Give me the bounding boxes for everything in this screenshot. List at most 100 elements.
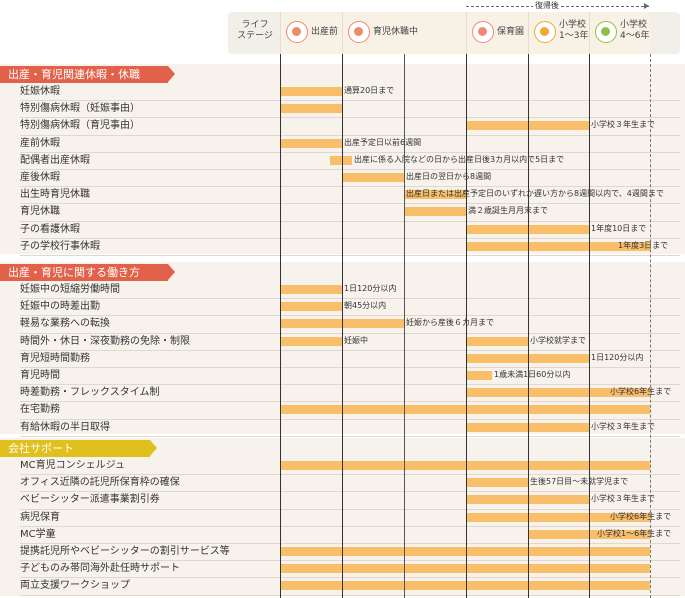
row-note: 出産日または出産予定日のいずれか遅い方から8週間以内で、4週間まで <box>406 189 664 199</box>
book-icon <box>595 21 617 43</box>
period-bar <box>466 422 589 432</box>
period-bar <box>404 190 466 200</box>
row-label: 出生時育児休職 <box>20 189 90 201</box>
stage-divider-line <box>466 54 467 598</box>
childcare-icon-glyph <box>354 27 363 36</box>
row-divider <box>20 117 680 119</box>
period-bar <box>330 155 352 165</box>
childcare-icon <box>348 21 370 43</box>
row-divider <box>20 560 680 562</box>
row-divider <box>20 220 680 222</box>
period-bar <box>280 104 342 114</box>
row-divider <box>20 594 680 596</box>
row-divider <box>20 315 680 317</box>
row-note: 出産に係る入院などの日から出産日後3カ月以内で5日まで <box>354 154 565 164</box>
row-divider <box>20 418 680 420</box>
row-note: 妊娠中 <box>344 335 368 345</box>
period-bar <box>280 564 650 574</box>
row-note: 小学校３年生まで <box>591 421 655 431</box>
row-note: 1年度3日まで <box>618 240 669 250</box>
row-label: 子の看護休暇 <box>20 223 80 235</box>
row-divider <box>20 255 680 256</box>
book-icon-glyph <box>601 27 610 36</box>
row-divider <box>20 525 680 527</box>
stage-end-line <box>650 54 651 598</box>
row-note: 朝45分以内 <box>344 301 387 311</box>
period-bar <box>280 138 342 148</box>
row-divider <box>20 401 680 403</box>
row-label: 産後休暇 <box>20 172 60 183</box>
period-bar <box>466 353 589 363</box>
row-note-2: 小学校就学まで <box>530 335 586 345</box>
row-label: 子どものみ帯同海外赴任時サポート <box>20 563 180 575</box>
row-label: 育児休職 <box>20 206 60 218</box>
stage-divider-line <box>589 54 590 598</box>
period-bar <box>466 371 492 380</box>
pregnancy-icon-glyph <box>292 27 301 36</box>
period-bar <box>404 207 466 217</box>
row-label: 在宅勤務 <box>20 404 60 416</box>
stage-divider-line <box>342 54 343 598</box>
row-divider <box>20 186 680 188</box>
row-note: 小学校6年生まで <box>610 511 672 521</box>
period-bar <box>280 87 342 96</box>
row-label: 特別傷病休暇（育児事由） <box>20 120 140 132</box>
row-divider <box>20 474 680 476</box>
row-label: 妊娠中の時差出勤 <box>20 301 100 313</box>
period-bar <box>466 121 589 131</box>
stage-heading: ライフ ステージ <box>237 20 273 41</box>
row-note: 生後57日目～未就学児まで <box>530 477 629 487</box>
row-note: 小学校３年生まで <box>591 494 655 504</box>
row-label: 配偶者出産休暇 <box>20 154 90 166</box>
period-bar <box>280 461 650 470</box>
row-label: 妊娠休暇 <box>20 86 60 97</box>
return-label: 復帰後 <box>533 1 561 11</box>
period-bar <box>280 285 342 294</box>
row-note: 出産日の翌日から8週間 <box>406 172 492 181</box>
period-bar <box>466 388 650 398</box>
period-bar <box>280 581 650 591</box>
row-label: 育児時間 <box>20 370 60 381</box>
period-bar <box>280 405 650 415</box>
row-divider <box>20 100 680 102</box>
period-bar <box>280 302 342 312</box>
row-label: 有給休暇の半日取得 <box>20 421 110 433</box>
row-divider <box>20 491 680 493</box>
row-label: オフィス近隣の託児所保育枠の確保 <box>20 477 180 489</box>
row-label: 両立支援ワークショップ <box>20 580 130 592</box>
school-bag-icon <box>534 21 556 43</box>
row-label: 時間外・休日・深夜勤務の免除・制限 <box>20 335 190 347</box>
row-label: 提携託児所やベビーシッターの割引サービス等 <box>20 546 230 557</box>
return-arrow-head <box>644 3 649 9</box>
section-title-1: 出産・育児に関する働き方 <box>0 264 168 281</box>
row-note: 小学校6年生まで <box>610 387 672 397</box>
stage-label-s2: 育児休職中 <box>373 27 419 37</box>
row-divider <box>20 237 680 239</box>
stage-label-s1: 出産前 <box>311 27 339 37</box>
nursery-hat-icon <box>472 21 494 43</box>
row-label: ベビーシッター派遣事業割引券 <box>20 494 160 506</box>
stage-divider-line <box>404 54 405 598</box>
row-divider <box>20 169 680 170</box>
row-label: 軽易な業務への転換 <box>20 318 110 330</box>
period-bar <box>466 336 528 346</box>
row-divider <box>20 384 680 386</box>
row-divider <box>20 203 680 205</box>
row-note: 通算20日まで <box>344 86 395 95</box>
row-label: 特別傷病休暇（妊娠事由） <box>20 103 140 115</box>
period-bar <box>280 336 342 346</box>
stage-divider-line <box>280 54 281 598</box>
section-arrow-1 <box>168 264 175 280</box>
section-arrow-2 <box>150 440 157 456</box>
pregnancy-icon <box>286 21 308 43</box>
row-note: 妊娠から産後６カ月まで <box>406 318 494 328</box>
row-divider <box>20 435 680 437</box>
row-divider <box>20 577 680 579</box>
nursery-hat-icon-glyph <box>478 27 487 36</box>
row-note: 1年度10日まで <box>591 223 647 233</box>
row-label: 産前休暇 <box>20 137 60 149</box>
row-label: 子の学校行事休暇 <box>20 240 100 252</box>
row-divider <box>20 298 680 300</box>
row-divider <box>20 349 680 351</box>
row-note: 1歳未満1日60分以内 <box>494 370 571 379</box>
